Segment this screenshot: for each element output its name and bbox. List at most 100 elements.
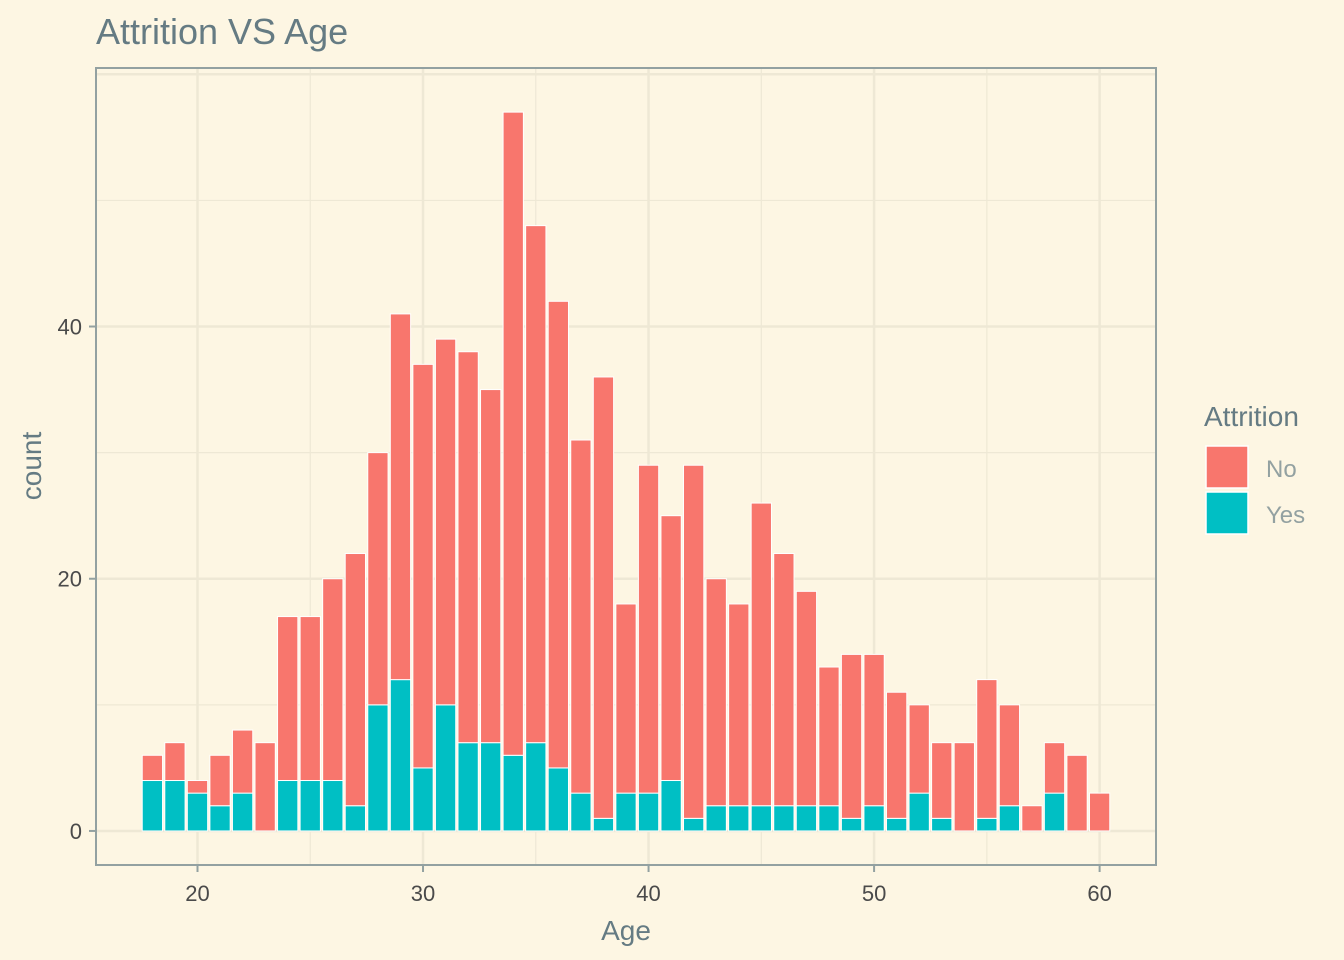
- bar-yes-age-42: [683, 817, 705, 832]
- bar-yes-age-40: [637, 792, 660, 832]
- bar-no-age-36: [547, 300, 569, 769]
- bar-no-age-31: [434, 338, 457, 706]
- bar-yes-age-37: [570, 792, 592, 832]
- bar-yes-age-58: [1043, 792, 1066, 832]
- bar-yes-age-43: [705, 805, 727, 832]
- bar-no-age-39: [615, 603, 637, 794]
- bar-yes-age-18: [141, 780, 164, 832]
- bar-no-age-24: [277, 616, 299, 782]
- bar-no-age-37: [570, 439, 592, 794]
- bar-no-age-32: [457, 351, 479, 744]
- bar-no-age-22: [231, 729, 254, 794]
- bar-yes-age-51: [885, 817, 908, 832]
- bar-yes-age-52: [908, 792, 930, 832]
- bar-no-age-25: [299, 616, 321, 782]
- bar-no-age-38: [592, 376, 615, 819]
- x-tick-label: 20: [185, 881, 209, 906]
- bar-no-age-50: [863, 653, 885, 807]
- bar-yes-age-53: [931, 817, 953, 832]
- bar-no-age-33: [480, 389, 502, 744]
- bar-yes-age-35: [525, 742, 547, 832]
- legend-label-yes: Yes: [1266, 502, 1305, 529]
- x-tick-label: 60: [1087, 881, 1111, 906]
- x-tick-label: 30: [411, 881, 435, 906]
- bar-yes-age-38: [592, 817, 615, 832]
- bar-no-age-51: [885, 691, 908, 819]
- panel-border: [95, 67, 1157, 866]
- bars: [141, 111, 1111, 832]
- bar-yes-age-32: [457, 742, 479, 832]
- y-tick-label: 20: [58, 567, 82, 592]
- bar-yes-age-22: [231, 792, 254, 832]
- bar-yes-age-49: [840, 817, 863, 832]
- x-axis-title: Age: [601, 915, 651, 946]
- bar-no-age-58: [1043, 742, 1066, 794]
- bar-yes-age-29: [389, 679, 412, 832]
- bar-yes-age-31: [434, 704, 457, 832]
- legend-swatch-no: [1205, 445, 1249, 489]
- bar-yes-age-50: [863, 805, 885, 832]
- bar-yes-age-36: [547, 767, 569, 832]
- bar-yes-age-28: [367, 704, 389, 832]
- bar-yes-age-47: [795, 805, 818, 832]
- bar-no-age-30: [412, 363, 434, 769]
- y-axis-title: count: [16, 432, 47, 501]
- bar-no-age-42: [683, 464, 705, 819]
- x-tick-label: 50: [862, 881, 886, 906]
- bar-no-age-56: [998, 704, 1021, 807]
- bar-yes-age-30: [412, 767, 434, 832]
- bar-no-age-29: [389, 313, 412, 681]
- legend-swatch-yes: [1205, 491, 1249, 535]
- legend-title: Attrition: [1204, 401, 1299, 432]
- y-tick-label: 0: [70, 819, 82, 844]
- legend-label-no: No: [1266, 456, 1297, 483]
- bar-yes-age-19: [164, 780, 186, 832]
- bar-yes-age-56: [998, 805, 1021, 832]
- bar-no-age-40: [637, 464, 660, 794]
- axis-ticks: 20 30 40 50 60 0 20 40: [58, 315, 1112, 906]
- x-tick-label: 40: [636, 881, 660, 906]
- bar-yes-age-41: [660, 780, 682, 832]
- bar-no-age-34: [502, 111, 524, 756]
- bar-yes-age-45: [750, 805, 772, 832]
- bar-yes-age-33: [480, 742, 502, 832]
- bar-yes-age-27: [344, 805, 367, 832]
- bar-yes-age-48: [818, 805, 840, 832]
- y-tick-label: 40: [58, 315, 82, 340]
- bar-no-age-45: [750, 502, 772, 807]
- bar-yes-age-25: [299, 780, 321, 832]
- bar-no-age-59: [1066, 754, 1088, 832]
- bar-yes-age-26: [322, 780, 344, 832]
- bar-no-age-52: [908, 704, 930, 794]
- bar-no-age-27: [344, 553, 367, 807]
- bar-no-age-41: [660, 515, 682, 782]
- bar-no-age-23: [254, 742, 276, 832]
- bar-no-age-28: [367, 452, 389, 706]
- chart-title: Attrition VS Age: [96, 11, 348, 52]
- bar-yes-age-46: [773, 805, 795, 832]
- bar-yes-age-21: [209, 805, 231, 832]
- bar-no-age-43: [705, 578, 727, 807]
- bar-no-age-19: [164, 742, 186, 782]
- bar-no-age-46: [773, 553, 795, 807]
- bar-yes-age-39: [615, 792, 637, 832]
- bar-no-age-44: [728, 603, 750, 807]
- bar-no-age-48: [818, 666, 840, 807]
- legend: Attrition No Yes: [1204, 401, 1305, 535]
- bar-no-age-26: [322, 578, 344, 782]
- bar-yes-age-20: [186, 792, 209, 832]
- bar-no-age-55: [976, 679, 998, 819]
- bar-yes-age-55: [976, 817, 998, 832]
- bar-yes-age-24: [277, 780, 299, 832]
- bar-yes-age-44: [728, 805, 750, 832]
- bar-no-age-47: [795, 590, 818, 807]
- bar-no-age-18: [141, 754, 164, 782]
- bar-no-age-60: [1088, 792, 1111, 832]
- bar-yes-age-34: [502, 754, 524, 832]
- bar-no-age-35: [525, 225, 547, 744]
- bar-no-age-21: [209, 754, 231, 807]
- bar-no-age-49: [840, 653, 863, 819]
- bar-no-age-20: [186, 780, 209, 794]
- bar-no-age-57: [1021, 805, 1043, 832]
